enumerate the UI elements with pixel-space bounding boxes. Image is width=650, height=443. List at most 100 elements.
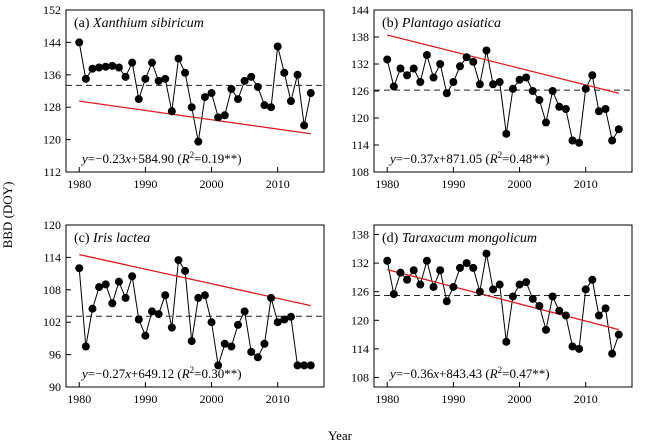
data-point bbox=[267, 293, 276, 302]
data-point bbox=[568, 342, 577, 351]
data-point bbox=[95, 63, 104, 72]
data-point bbox=[495, 280, 504, 289]
data-point bbox=[575, 138, 584, 147]
data-point bbox=[187, 337, 196, 346]
data-point bbox=[161, 291, 170, 300]
eq-intercept: +871.05 bbox=[439, 151, 482, 166]
data-point bbox=[522, 73, 531, 82]
eq-equals: = bbox=[88, 151, 95, 166]
x-tick-label: 2010 bbox=[266, 392, 290, 406]
y-tick-label: 120 bbox=[351, 111, 369, 125]
series-line bbox=[386, 50, 620, 144]
data-point bbox=[396, 268, 405, 277]
data-point bbox=[306, 361, 315, 370]
x-tick-label: 2010 bbox=[574, 392, 598, 406]
panel-title: (c) Iris lactea bbox=[74, 231, 150, 246]
x-tick-label: 1980 bbox=[67, 177, 91, 191]
eq-r2-value: =0.48** bbox=[502, 151, 545, 166]
data-point bbox=[141, 331, 150, 340]
data-point bbox=[515, 75, 524, 84]
data-point bbox=[542, 118, 550, 127]
data-point bbox=[542, 325, 550, 334]
data-point bbox=[161, 74, 170, 83]
data-point bbox=[128, 58, 137, 67]
eq-r2-value: =0.19** bbox=[194, 151, 237, 166]
data-point bbox=[114, 277, 123, 286]
x-tick-label: 2000 bbox=[200, 177, 224, 191]
data-point bbox=[121, 293, 130, 302]
data-point bbox=[482, 46, 491, 55]
data-point bbox=[101, 62, 110, 71]
species-name: Iris lactea bbox=[92, 231, 150, 246]
y-tick-label: 126 bbox=[351, 84, 369, 98]
trend-line bbox=[387, 34, 619, 94]
eq-superscript: 2 bbox=[190, 150, 195, 160]
x-tick-label: 2010 bbox=[266, 177, 290, 191]
series-line bbox=[78, 258, 311, 366]
x-tick-label: 1980 bbox=[375, 392, 399, 406]
panel-a: 112 120 128 136 144 152 1980 1990 2000 2010 (a) Xa… bbox=[43, 3, 325, 191]
data-point bbox=[561, 311, 570, 320]
data-point bbox=[293, 70, 302, 79]
data-point bbox=[214, 113, 223, 122]
x-tick-label: 2000 bbox=[508, 177, 532, 191]
y-tick-label: 132 bbox=[351, 57, 369, 71]
eq-paren-close: ) bbox=[545, 366, 549, 381]
data-point bbox=[548, 87, 557, 95]
data-point bbox=[174, 256, 183, 265]
data-point bbox=[134, 95, 143, 104]
data-point bbox=[148, 58, 156, 67]
eq-intercept: +584.90 bbox=[131, 151, 174, 166]
data-point bbox=[522, 278, 531, 287]
data-point bbox=[220, 339, 229, 348]
eq-slope: −0.37 bbox=[403, 151, 434, 166]
regression-equation: y=−0.23x+584.90 (R2=0.19**) bbox=[80, 150, 242, 166]
plot-frame bbox=[373, 224, 633, 388]
y-tick-label: 120 bbox=[43, 218, 61, 232]
data-point bbox=[88, 304, 97, 313]
x-axis-label: Year bbox=[328, 428, 353, 443]
panel-title: (d) Taraxacum mongolicum bbox=[382, 231, 537, 246]
data-point bbox=[214, 361, 223, 370]
data-point bbox=[601, 105, 610, 113]
data-point bbox=[306, 89, 315, 98]
x-tick-label: 2000 bbox=[200, 392, 224, 406]
x-tick-label: 1980 bbox=[67, 392, 91, 406]
data-point bbox=[247, 72, 256, 81]
panel-b: 108 114 120 126 132 138 144 1980 1990 2000 2010 (b)… bbox=[351, 3, 633, 191]
eq-equals: = bbox=[396, 151, 403, 166]
data-point bbox=[383, 256, 392, 265]
eq-r: R bbox=[489, 151, 498, 166]
y-tick-label: 144 bbox=[43, 35, 61, 49]
data-point bbox=[436, 60, 445, 68]
data-point bbox=[154, 310, 163, 319]
data-point bbox=[240, 76, 249, 85]
data-point bbox=[403, 275, 412, 284]
series-line bbox=[78, 42, 312, 142]
panel-label: (b) bbox=[382, 16, 399, 31]
data-point bbox=[456, 62, 464, 71]
panel-title: (a) Xanthium sibiricum bbox=[74, 16, 204, 31]
data-point bbox=[114, 63, 123, 72]
eq-paren-open: ( bbox=[482, 151, 490, 166]
eq-superscript: 2 bbox=[498, 150, 503, 160]
data-point bbox=[555, 102, 564, 111]
eq-intercept: +843.43 bbox=[439, 366, 482, 381]
eq-r2-value: =0.30** bbox=[194, 366, 237, 381]
data-point bbox=[508, 84, 517, 93]
data-point bbox=[167, 323, 176, 332]
data-point bbox=[81, 74, 90, 83]
eq-x: x bbox=[432, 151, 439, 166]
data-point bbox=[508, 292, 517, 301]
data-point bbox=[475, 80, 484, 89]
y-tick-label: 138 bbox=[351, 228, 369, 242]
data-point bbox=[154, 76, 163, 85]
panel-title: (b) Plantago asiatica bbox=[382, 16, 501, 31]
y-tick-label: 144 bbox=[351, 3, 369, 17]
data-point bbox=[227, 342, 236, 351]
data-point bbox=[260, 339, 269, 348]
data-point bbox=[148, 307, 156, 316]
data-point bbox=[300, 361, 309, 370]
data-point bbox=[462, 53, 471, 62]
data-point bbox=[267, 103, 276, 112]
